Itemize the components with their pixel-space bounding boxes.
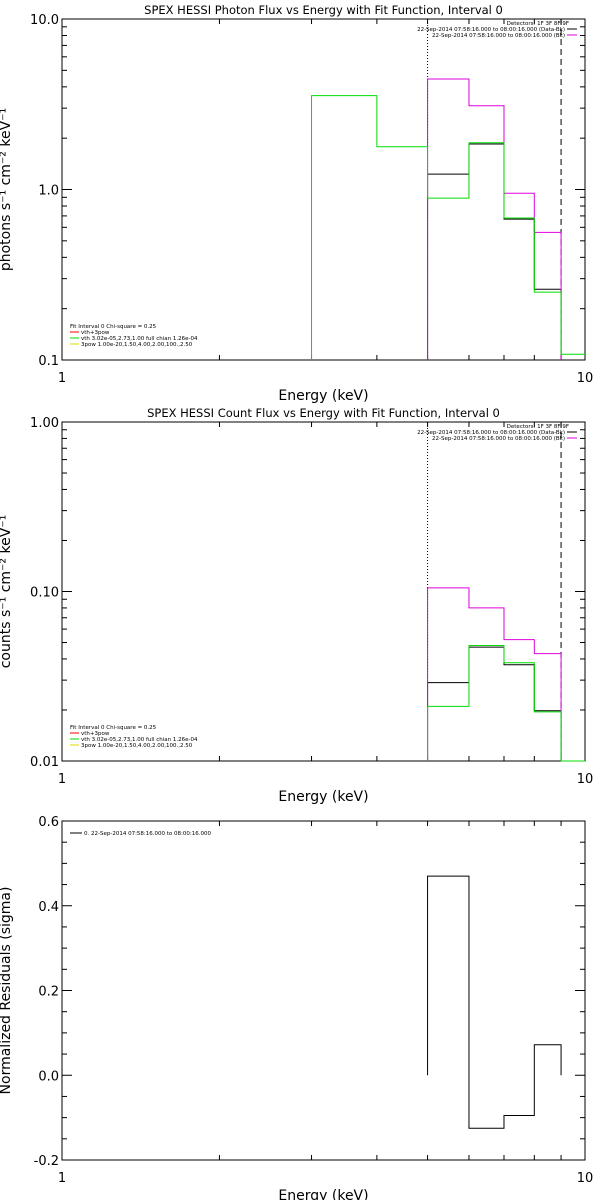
series-data-bk bbox=[427, 143, 562, 360]
y-tick-label: 0.2 bbox=[38, 985, 59, 1000]
x-tick-label: 1 bbox=[58, 772, 66, 787]
y-axis-label: photons s⁻¹ cm⁻² keV⁻¹ bbox=[0, 108, 14, 271]
series-vth-3pow bbox=[427, 645, 585, 762]
legend-entry: 22-Sep-2014 07:58:16.000 to 08:00:16.000… bbox=[417, 430, 565, 436]
fit-legend-entry: vth 3.02e-05,2.73,1.00 full chian 1.26e-… bbox=[81, 737, 198, 743]
series-bk bbox=[427, 78, 562, 360]
y-axis-label: counts s⁻¹ cm⁻² keV⁻¹ bbox=[0, 515, 14, 669]
x-axis-label: Energy (keV) bbox=[278, 789, 368, 805]
y-tick-label: 0.01 bbox=[30, 755, 59, 770]
legend-entry: 22-Sep-2014 07:58:16.000 to 08:00:16.000… bbox=[432, 436, 565, 442]
legend-entry: 22-Sep-2014 07:58:16.000 to 08:00:16.000… bbox=[417, 27, 565, 33]
x-axis-label: Energy (keV) bbox=[278, 388, 368, 404]
series-data-bk bbox=[427, 646, 562, 761]
y-tick-label: 0.1 bbox=[38, 354, 59, 369]
x-tick-label: 10 bbox=[577, 371, 594, 386]
series-bk bbox=[427, 587, 562, 761]
y-tick-label: 1.00 bbox=[30, 416, 59, 431]
chart-title: SPEX HESSI Photon Flux vs Energy with Fi… bbox=[144, 3, 503, 17]
legend-header: Detectors: 1F 3F 8F 9F bbox=[507, 424, 569, 430]
fit-legend-entry: 3pow 1.00e-20,1.50,4.00,2.00,100.,2.50 bbox=[81, 342, 193, 348]
series-0-22-sep-2014-07-58-16-000-to-08-00-16-000 bbox=[427, 875, 562, 1129]
x-tick-label: 10 bbox=[577, 772, 594, 787]
y-tick-label: 0.4 bbox=[38, 900, 59, 915]
count-chart bbox=[61, 421, 586, 762]
chart-title: SPEX HESSI Count Flux vs Energy with Fit… bbox=[147, 406, 500, 420]
plot-frame bbox=[61, 18, 586, 361]
legend-header: Detectors: 1F 3F 8F 9F bbox=[507, 21, 569, 27]
plot-frame bbox=[61, 820, 586, 1161]
x-tick-label: 10 bbox=[577, 1171, 594, 1186]
series-vth-3pow bbox=[311, 95, 585, 360]
x-axis-label: Energy (keV) bbox=[278, 1188, 368, 1200]
legend-entry: 22-Sep-2014 07:58:16.000 to 08:00:16.000… bbox=[432, 33, 565, 39]
photon-chart bbox=[61, 18, 586, 361]
x-tick-label: 1 bbox=[58, 1171, 66, 1186]
fit-legend-entry: vth+3pow bbox=[81, 330, 110, 336]
fit-legend-entry: vth 3.02e-05,2.73,1.00 full chian 1.26e-… bbox=[81, 336, 198, 342]
x-tick-label: 1 bbox=[58, 371, 66, 386]
fit-legend-header: Fit Interval 0 Chi-square = 0.25 bbox=[70, 324, 157, 330]
fit-legend-entry: 3pow 1.00e-20,1.50,4.00,2.00,100.,2.50 bbox=[81, 743, 193, 749]
y-tick-label: 0.6 bbox=[38, 815, 59, 830]
y-tick-label: 10.0 bbox=[30, 13, 59, 28]
y-tick-label: 0.0 bbox=[38, 1069, 59, 1084]
y-tick-label: -0.2 bbox=[34, 1154, 59, 1169]
y-axis-label: Normalized Residuals (sigma) bbox=[0, 887, 14, 1095]
fit-legend-entry: vth+3pow bbox=[81, 731, 110, 737]
plot-frame bbox=[61, 421, 586, 762]
fit-legend-header: Fit Interval 0 Chi-square = 0.25 bbox=[70, 725, 157, 731]
resid-chart bbox=[61, 820, 586, 1161]
y-tick-label: 1.0 bbox=[38, 184, 59, 199]
y-tick-label: 0.10 bbox=[30, 586, 59, 601]
residual-legend-entry: 0. 22-Sep-2014 07:58:16.000 to 08:00:16.… bbox=[84, 831, 211, 837]
